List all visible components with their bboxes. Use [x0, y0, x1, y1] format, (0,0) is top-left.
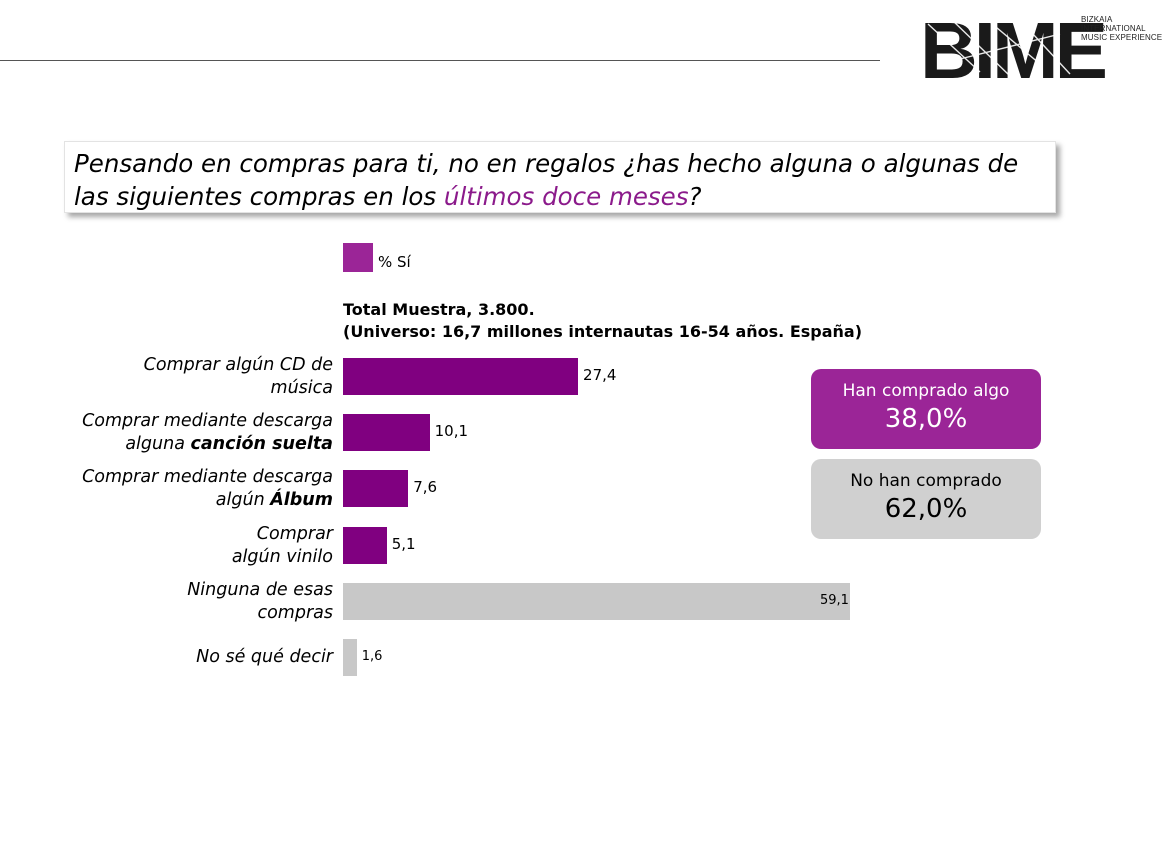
- category-label-line: No sé qué decir: [33, 646, 333, 669]
- category-label-line: Comprar mediante descarga: [33, 466, 333, 489]
- bar-2: [343, 414, 430, 451]
- category-label-text: Ninguna de esas: [187, 579, 333, 600]
- logo-tagline-line2: INTERNATIONAL: [1081, 24, 1146, 33]
- category-label: Comprar mediante descarga algún Álbum: [33, 466, 333, 512]
- category-label-line: algún vinilo: [33, 546, 333, 569]
- bar-value-label: 1,6: [361, 649, 383, 664]
- category-label: Comprar algún CD de música: [33, 354, 333, 400]
- bought-label: Han comprado algo: [842, 381, 1010, 401]
- category-label-line: compras: [33, 602, 333, 625]
- category-label-text: música: [270, 377, 333, 398]
- category-label-text: No sé qué decir: [196, 647, 333, 667]
- bar-6: [343, 639, 357, 676]
- bought-value: 38,0%: [884, 404, 968, 434]
- category-label-line: Comprar mediante descarga: [33, 410, 333, 433]
- question-box: Pensando en compras para ti, no en regal…: [64, 141, 1056, 213]
- category-label-line: música: [33, 377, 333, 400]
- category-label-text: alguna: [125, 433, 191, 454]
- bar-value-label: 7,6: [413, 478, 438, 496]
- bar-value-label: 10,1: [434, 422, 469, 440]
- category-label-text: Comprar mediante descarga: [82, 410, 333, 431]
- category-label-text: Comprar mediante descarga: [82, 466, 333, 487]
- bar-value-label: 27,4: [583, 366, 617, 384]
- bought-summary-box: Han comprado algo 38,0%: [811, 369, 1041, 449]
- bar-5: [343, 583, 850, 620]
- legend-swatch: [343, 243, 373, 272]
- legend-label: % Sí: [378, 253, 411, 271]
- not-bought-value: 62,0%: [884, 494, 968, 524]
- category-label: Comprar algún vinilo: [33, 523, 333, 569]
- category-label: Comprar mediante descarga alguna canción …: [33, 410, 333, 456]
- sample-note: Total Muestra, 3.800. (Universo: 16,7 mil…: [343, 299, 862, 343]
- category-label-text: Comprar algún CD de: [143, 354, 333, 375]
- category-label: Ninguna de esas compras: [33, 579, 333, 625]
- category-label-text: algún vinilo: [231, 546, 333, 567]
- category-label-emphasis: Álbum: [270, 489, 333, 510]
- category-label-line: alguna canción suelta: [33, 433, 333, 456]
- bar-value-label: 59,1: [820, 593, 849, 608]
- question-text: Pensando en compras para ti, no en regal…: [74, 149, 1019, 211]
- logo-wordmark: BIME: [920, 14, 1106, 84]
- bar-4: [343, 527, 387, 564]
- category-label-line: Comprar: [33, 523, 333, 546]
- question-end: ?: [688, 182, 702, 211]
- category-label-line: algún Álbum: [33, 489, 333, 512]
- category-label-emphasis: canción suelta: [190, 433, 333, 454]
- header-divider: [0, 60, 880, 61]
- bar-3: [343, 470, 409, 507]
- category-label: No sé qué decir: [33, 646, 333, 669]
- category-label-line: Comprar algún CD de: [33, 354, 333, 377]
- category-label-text: compras: [257, 602, 333, 623]
- bar-1: [343, 358, 579, 395]
- category-label-text: algún: [215, 489, 271, 510]
- bar-value-label: 5,1: [391, 535, 416, 553]
- not-bought-label: No han comprado: [850, 471, 1002, 491]
- sample-line1: Total Muestra, 3.800.: [343, 300, 535, 319]
- category-label-text: Comprar: [256, 523, 333, 544]
- bime-logo: BIME: [920, 14, 1110, 84]
- question-highlight: últimos doce meses: [443, 182, 689, 211]
- logo-tagline-line3: MUSIC EXPERIENCE: [1081, 33, 1163, 42]
- sample-line2: (Universo: 16,7 millones internautas 16-…: [343, 322, 863, 341]
- not-bought-summary-box: No han comprado 62,0%: [811, 459, 1041, 539]
- logo-tagline-line1: BIZKAIA: [1081, 15, 1113, 24]
- category-label-line: Ninguna de esas: [33, 579, 333, 602]
- logo-tagline: BIZKAIA INTERNATIONAL MUSIC EXPERIENCE: [1081, 15, 1171, 42]
